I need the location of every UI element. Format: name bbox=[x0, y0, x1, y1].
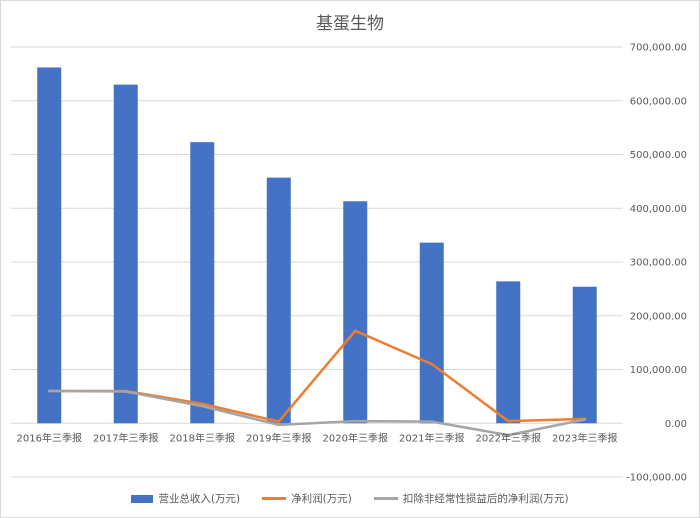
x-axis-ticks: 2016年三季报 2017年三季报 2018年三季报 2019年三季报 2020年三季报… bbox=[17, 431, 618, 444]
x-tick-label: 2022年三季报 bbox=[476, 431, 541, 444]
y-tick-label: 700,000.00 bbox=[630, 43, 687, 54]
legend-label-revenue: 营业总收入(万元) bbox=[158, 493, 241, 505]
y-tick-label: 300,000.00 bbox=[630, 258, 687, 269]
chart-title: 基蛋生物 bbox=[316, 14, 384, 34]
bar bbox=[190, 142, 215, 424]
y-tick-label: -100,000.00 bbox=[626, 473, 687, 484]
y-axis-ticks: 700,000.00 600,000.00 500,000.00 400,000.00… bbox=[626, 43, 687, 484]
x-tick-label: 2017年三季报 bbox=[93, 431, 158, 444]
y-tick-label: 500,000.00 bbox=[630, 150, 687, 161]
bar bbox=[343, 201, 368, 424]
bar bbox=[496, 281, 521, 424]
bar bbox=[37, 67, 62, 424]
legend: 营业总收入(万元) 净利润(万元) 扣除非经常性损益后的净利润(万元) bbox=[1, 491, 699, 506]
bar-series bbox=[37, 67, 597, 424]
legend-item-revenue: 营业总收入(万元) bbox=[131, 491, 240, 506]
x-tick-label: 2018年三季报 bbox=[170, 431, 235, 444]
y-tick-label: 400,000.00 bbox=[630, 204, 687, 215]
x-tick-label: 2019年三季报 bbox=[246, 431, 311, 444]
legend-item-deducted-profit: 扣除非经常性损益后的净利润(万元) bbox=[373, 491, 569, 506]
bar bbox=[419, 242, 444, 424]
y-tick-label: 100,000.00 bbox=[630, 365, 687, 376]
legend-swatch-deducted-profit bbox=[373, 497, 398, 500]
bar bbox=[266, 177, 291, 424]
legend-item-net-profit: 净利润(万元) bbox=[262, 491, 352, 506]
x-tick-label: 2023年三季报 bbox=[552, 431, 617, 444]
y-tick-label: 200,000.00 bbox=[630, 311, 687, 322]
line-series bbox=[48, 329, 587, 437]
legend-swatch-net-profit bbox=[262, 497, 287, 500]
legend-swatch-revenue bbox=[131, 494, 154, 503]
deducted-profit-line bbox=[48, 389, 587, 437]
y-tick-label: 0.00 bbox=[665, 419, 687, 430]
x-tick-label: 2016年三季报 bbox=[17, 431, 82, 444]
legend-label-deducted-profit: 扣除非经常性损益后的净利润(万元) bbox=[402, 493, 569, 505]
y-tick-label: 600,000.00 bbox=[630, 96, 687, 107]
bar bbox=[113, 84, 138, 424]
x-tick-label: 2020年三季报 bbox=[323, 431, 388, 444]
grid-lines bbox=[11, 46, 623, 478]
legend-label-net-profit: 净利润(万元) bbox=[291, 493, 352, 505]
bar bbox=[572, 286, 597, 424]
x-tick-label: 2021年三季报 bbox=[399, 431, 464, 444]
